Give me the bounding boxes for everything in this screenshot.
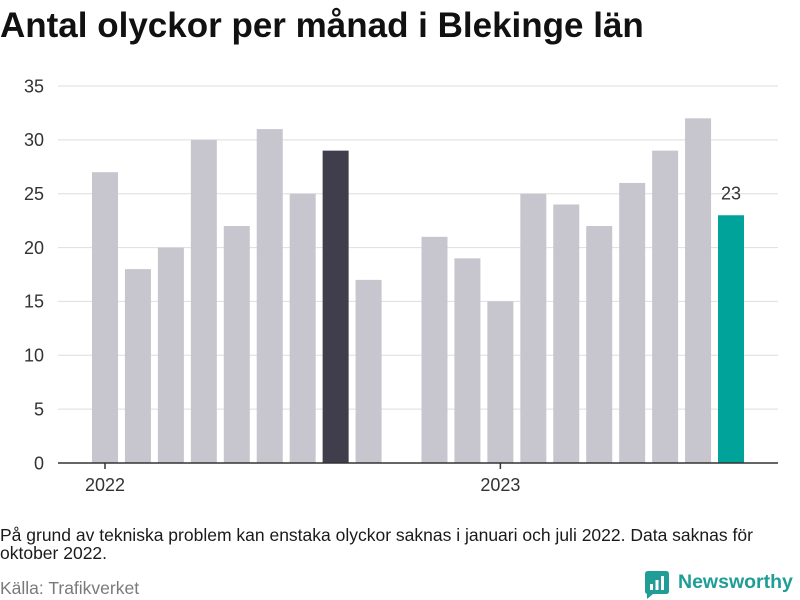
logo-bar [655,580,659,590]
logo-bar [650,584,653,590]
bar-2022-01 [92,172,118,463]
data-label: 23 [721,183,741,203]
footnote: På grund av tekniska problem kan enstaka… [0,525,753,563]
bar-2023-03 [553,204,580,463]
brand-name: Newsworthy [678,571,793,593]
bar-2022-07 [289,193,316,463]
bar-2022-08 [322,150,349,463]
bar-2023-01 [487,301,514,463]
logo-bar [661,576,664,590]
axes [58,462,778,469]
bar-2022-12 [454,258,481,463]
bar-2023-05 [619,182,646,463]
y-tick-label: 5 [34,399,44,419]
y-tick-label: 35 [24,76,44,96]
bar-2022-11 [421,236,448,463]
chart-labels: 0 5 10 15 20 25 30 35 2022 2023 23 [24,76,741,495]
chart-title: Antal olyckor per månad i Blekinge län [0,6,644,45]
bars [92,118,744,464]
x-tick-label: 2023 [480,475,520,495]
y-tick-label: 20 [24,238,44,258]
y-tick-label: 0 [34,453,44,473]
bar-chart: 0 5 10 15 20 25 30 35 2022 2023 23 [24,76,778,495]
bar-2023-04 [586,226,613,463]
bar-2022-03 [157,247,184,463]
bar-2023-07 [685,118,712,464]
y-tick-label: 30 [24,130,44,150]
newsworthy-logo-icon [645,571,669,599]
bar-2023-08 [718,215,744,463]
bar-2022-04 [190,139,217,463]
source-credit: Källa: Trafikverket [0,578,140,598]
bar-2022-09 [355,279,382,463]
y-tick-label: 10 [24,346,44,366]
y-tick-label: 15 [24,292,44,312]
bar-2023-06 [652,150,679,463]
y-tick-label: 25 [24,184,44,204]
bar-2022-02 [124,269,151,463]
bar-2022-05 [223,226,250,463]
bar-2023-02 [520,193,547,463]
x-tick-label: 2022 [85,475,125,495]
bar-2022-06 [256,129,283,464]
